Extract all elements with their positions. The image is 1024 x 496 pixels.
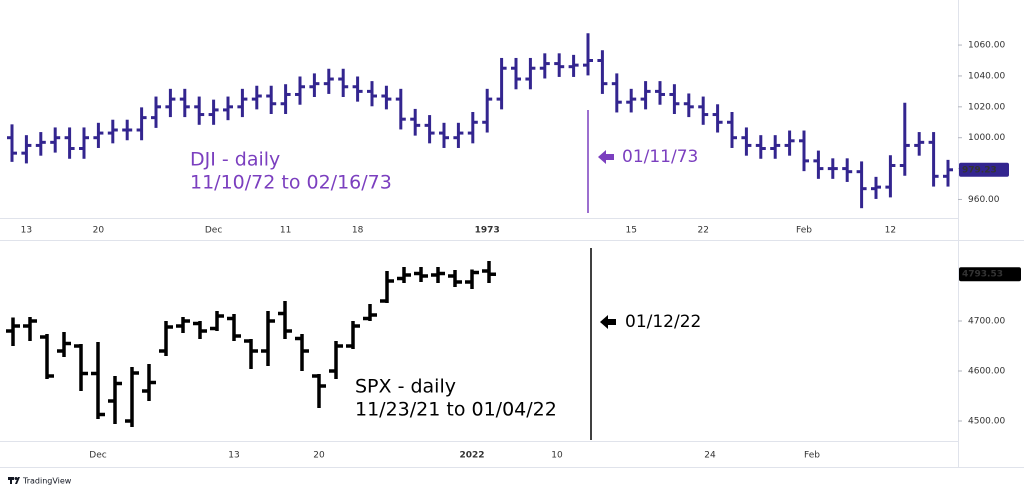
marker-label: 01/11/73 — [622, 147, 698, 167]
ohlc-series — [7, 33, 953, 209]
x-tick-label: 15 — [625, 226, 636, 236]
y-tick-label: 4700.00 — [968, 317, 1005, 327]
x-tick-label: 20 — [313, 451, 325, 461]
x-tick-label: 13 — [21, 226, 32, 236]
footer-text: TradingView — [22, 477, 72, 486]
y-tick-label: 960.00 — [968, 195, 1000, 205]
x-tick-label: 22 — [697, 226, 708, 236]
tradingview-logo: TradingView — [8, 477, 72, 486]
price-tag-label: 979.23 — [962, 165, 997, 175]
marker-arrow — [600, 315, 616, 329]
x-tick-label: 2022 — [459, 451, 484, 461]
price-tag — [959, 162, 1009, 177]
x-tick-label: Feb — [804, 451, 820, 461]
y-tick-label: 4500.00 — [968, 417, 1005, 427]
marker-arrow — [598, 150, 614, 164]
x-tick-label: 24 — [704, 451, 716, 461]
y-tick-label: 1060.00 — [968, 41, 1005, 51]
x-tick-label: Dec — [205, 226, 222, 236]
price-tag — [959, 267, 1021, 282]
chart-subtitle: 11/10/72 to 02/16/73 — [190, 172, 392, 194]
x-tick-label: 10 — [551, 451, 563, 461]
x-tick-label: Feb — [796, 226, 812, 236]
chart-title: SPX - daily — [355, 376, 456, 398]
x-tick-label: 13 — [228, 451, 239, 461]
x-tick-label: 20 — [93, 226, 105, 236]
chart-title: DJI - daily — [190, 149, 280, 171]
price-tag-label: 4793.53 — [962, 270, 1003, 280]
marker-label: 01/12/22 — [625, 312, 701, 332]
x-tick-label: 12 — [885, 226, 896, 236]
y-tick-label: 1000.00 — [968, 133, 1005, 143]
x-tick-label: Dec — [89, 451, 106, 461]
chart-subtitle: 11/23/21 to 01/04/22 — [355, 399, 557, 421]
y-tick-label: 1040.00 — [968, 71, 1005, 81]
x-tick-label: 11 — [280, 226, 291, 236]
x-tick-label: 1973 — [475, 226, 500, 236]
y-tick-label: 4600.00 — [968, 367, 1005, 377]
y-tick-label: 1020.00 — [968, 102, 1005, 112]
ohlc-series — [6, 261, 496, 427]
x-tick-label: 18 — [352, 226, 364, 236]
